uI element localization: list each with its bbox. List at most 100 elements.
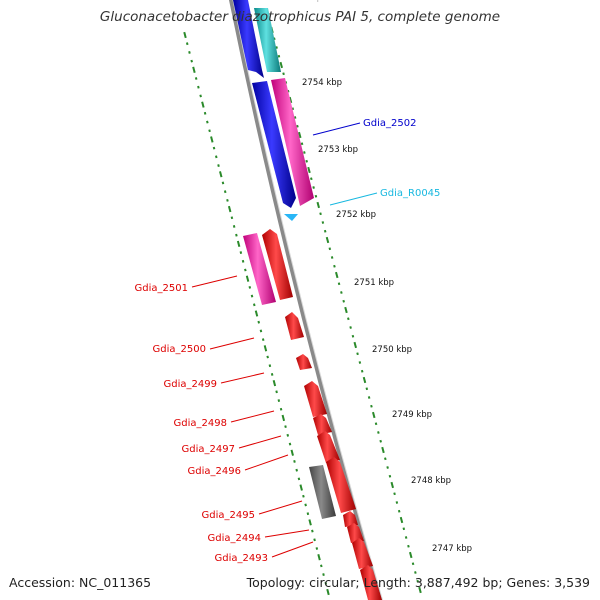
inner-tick — [226, 198, 229, 202]
genome-backbone-highlight — [232, 0, 384, 600]
inner-tick — [199, 94, 202, 98]
inner-tick — [284, 425, 287, 429]
outer-tick — [321, 221, 325, 224]
gene-label: Gdia_2501 — [135, 283, 188, 294]
outer-tick — [314, 194, 318, 198]
outer-tick — [296, 124, 299, 128]
forward-gene-arrow — [233, 0, 264, 78]
outer-tick — [330, 256, 334, 259]
outer-tick — [349, 326, 352, 329]
outer-tick — [307, 166, 311, 174]
inner-tick — [192, 66, 196, 73]
inner-tick — [288, 442, 292, 446]
outer-tick — [351, 334, 355, 338]
gene-label-leader — [312, 122, 361, 136]
gene-label: Gdia_2493 — [215, 553, 268, 564]
outer-tick — [418, 586, 422, 594]
outer-tick — [393, 492, 396, 496]
inner-tick — [241, 259, 245, 263]
inner-tick — [290, 449, 294, 456]
outer-tick — [390, 481, 394, 489]
outer-tick — [395, 501, 399, 504]
inner-tick — [270, 373, 274, 376]
inner-tick — [239, 251, 243, 254]
outer-tick — [279, 61, 283, 69]
inner-tick — [236, 240, 241, 248]
inner-tick — [190, 59, 193, 63]
outer-tick — [335, 271, 339, 279]
inner-tick — [293, 460, 296, 463]
outer-tick — [282, 72, 285, 76]
inner-tick — [268, 364, 272, 368]
outer-tick — [407, 544, 410, 548]
forward-gene-arrow — [252, 81, 296, 208]
outer-tick — [377, 431, 380, 434]
outer-tick — [411, 562, 415, 566]
gene-label-leader — [238, 435, 282, 449]
reverse-gene-arrow — [317, 431, 340, 463]
reverse-gene-arrow — [262, 229, 293, 300]
gene-label: Gdia_2500 — [153, 344, 206, 355]
gene-label-leader — [220, 372, 265, 384]
inner-tick — [235, 233, 238, 237]
outer-tick — [277, 54, 281, 58]
reverse-gene-arrow — [352, 538, 373, 569]
inner-tick — [245, 275, 250, 282]
inner-tick — [217, 164, 220, 167]
inner-tick — [206, 120, 209, 124]
inner-tick — [230, 216, 234, 220]
outer-tick — [409, 551, 413, 559]
outer-tick — [312, 186, 315, 189]
outer-tick — [365, 387, 369, 391]
outer-tick — [288, 96, 293, 104]
inner-tick — [302, 494, 305, 498]
inner-tick — [306, 512, 310, 516]
figure-title: Gluconacetobacter diazotrophicus PAI 5, … — [99, 9, 501, 25]
inner-tick — [304, 503, 307, 507]
outer-tick — [402, 527, 406, 531]
outer-tick — [356, 352, 359, 356]
inner-tick — [324, 581, 328, 585]
outer-tick — [388, 474, 392, 478]
gene-label: Gdia_2496 — [188, 466, 241, 477]
gene-label-leader — [329, 192, 378, 206]
reverse-gene-arrow — [296, 354, 312, 370]
inner-tick — [261, 338, 265, 342]
genome-backbone — [228, 0, 383, 600]
kbp-scale-label: 2748 kbp — [411, 476, 451, 486]
gene-label: Gdia_2498 — [174, 418, 227, 429]
outer-tick — [416, 579, 419, 583]
outer-tick — [372, 411, 376, 419]
accession-label: Accession: NC_011365 — [9, 575, 152, 590]
kbp-scale-label: 2753 kbp — [318, 145, 358, 155]
reverse-gene-arrow — [313, 414, 332, 435]
outer-tick — [381, 446, 385, 454]
kbp-scale-label: 2752 kbp — [336, 210, 376, 220]
outer-tick — [370, 404, 373, 408]
inner-tick — [232, 225, 236, 228]
inner-tick — [208, 129, 211, 133]
outer-tick — [362, 376, 367, 384]
inner-tick — [221, 181, 225, 185]
inner-tick — [215, 155, 218, 159]
outer-tick — [360, 369, 364, 373]
gene-label-leader — [258, 500, 303, 515]
inner-tick — [248, 285, 252, 289]
gene-label-leader — [244, 454, 289, 471]
gene-label: Gdia_2502 — [363, 118, 416, 129]
gene-label-leader — [271, 541, 314, 558]
outer-tick — [337, 282, 341, 286]
outer-tick — [397, 509, 401, 513]
inner-tick — [197, 85, 200, 89]
outer-tick — [319, 212, 322, 216]
gene-label: Gdia_2499 — [164, 379, 217, 390]
inner-tick — [313, 538, 316, 542]
inner-tick — [188, 50, 191, 54]
outer-tick — [316, 201, 320, 209]
inner-tick — [223, 190, 227, 194]
inner-tick — [277, 399, 281, 402]
reverse-gene-arrow — [360, 565, 382, 600]
outer-tick — [358, 361, 362, 364]
inner-tick — [257, 320, 261, 324]
